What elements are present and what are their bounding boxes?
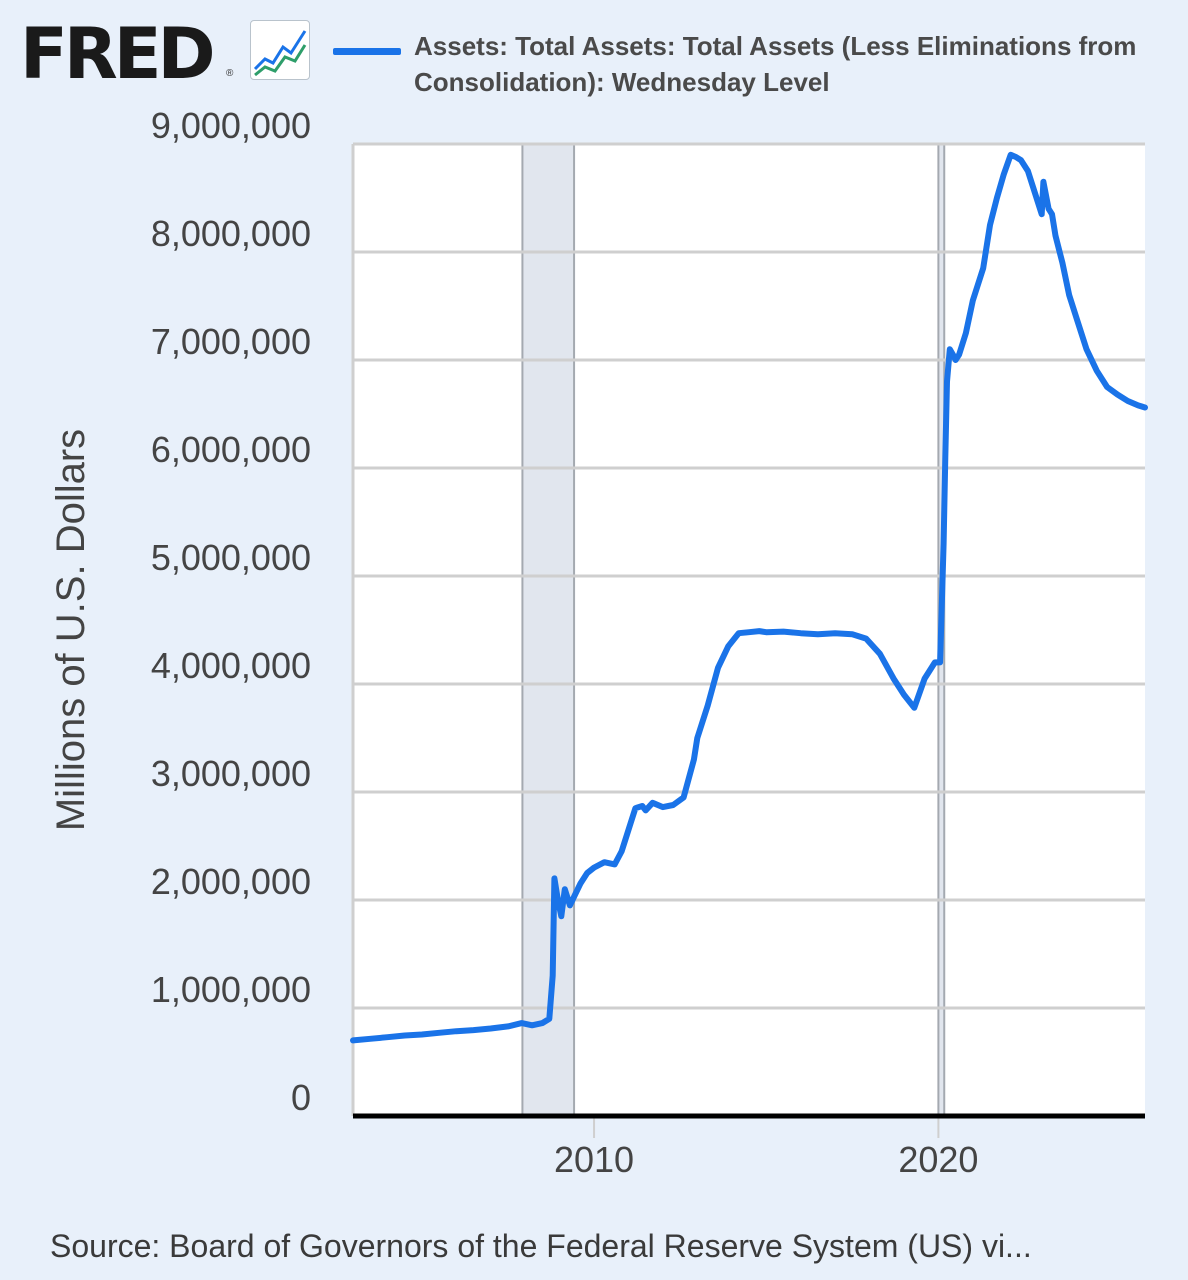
- y-tick-label: 4,000,000: [151, 645, 311, 686]
- y-tick-label: 8,000,000: [151, 213, 311, 254]
- legend-line-swatch: [333, 48, 401, 55]
- y-axis-title: Millions of U.S. Dollars: [49, 429, 93, 831]
- y-tick-label: 3,000,000: [151, 753, 311, 794]
- x-tick-label: 2010: [554, 1139, 634, 1180]
- recession-band-0: [522, 144, 575, 1116]
- registered-mark: ®: [226, 68, 234, 79]
- chart-header: FRED ® Assets: Total Assets: Total Asset…: [0, 0, 1188, 110]
- y-tick-label: 0: [291, 1077, 311, 1118]
- trend-lines-icon: [253, 30, 307, 77]
- y-tick-label: 6,000,000: [151, 429, 311, 470]
- x-tick-label: 2020: [898, 1139, 978, 1180]
- fred-logo[interactable]: FRED: [20, 13, 216, 95]
- y-tick-label: 1,000,000: [151, 969, 311, 1010]
- y-tick-label: 9,000,000: [151, 105, 311, 146]
- y-tick-label: 2,000,000: [151, 861, 311, 902]
- y-tick-label: 7,000,000: [151, 321, 311, 362]
- legend-label: Assets: Total Assets: Total Assets (Less…: [414, 31, 1137, 97]
- fred-graph-icon[interactable]: [250, 20, 310, 80]
- source-note: Source: Board of Governors of the Federa…: [50, 1228, 1032, 1264]
- series-line-0: [350, 151, 1148, 1044]
- y-tick-label: 5,000,000: [151, 537, 311, 578]
